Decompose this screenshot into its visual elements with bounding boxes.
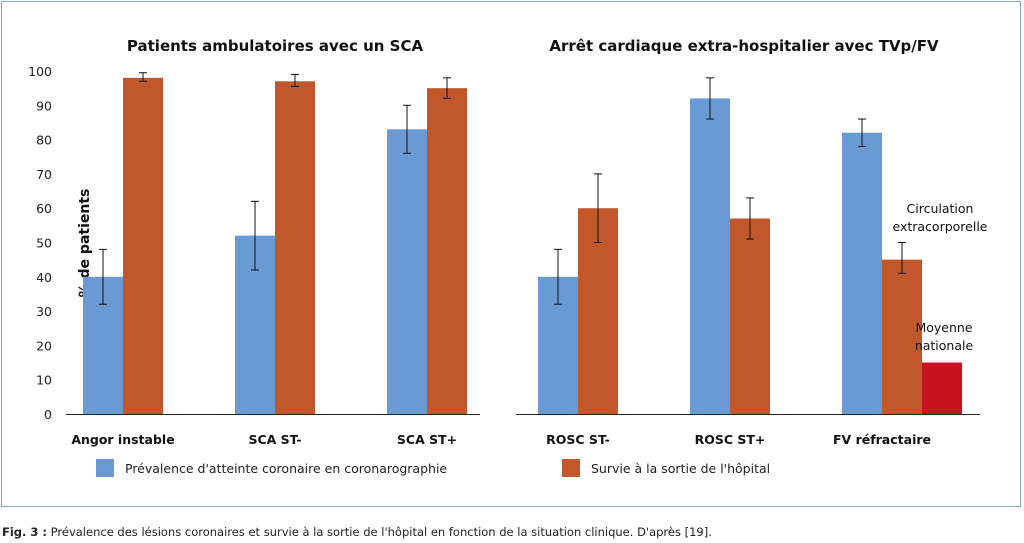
legend-swatch-0 (96, 459, 114, 477)
y-tick-label-6: 60 (36, 201, 52, 216)
annotation-label-1: extracorporelle (892, 219, 987, 234)
bar-chart: 0 10 20 30 40 50 60 70 80 90 100 % de patients Patie… (28, 37, 988, 477)
bar-0-1-1 (275, 81, 315, 414)
category-label-1-1: ROSC ST+ (695, 432, 766, 447)
y-tick-label-8: 80 (36, 133, 52, 148)
panel-title-0: Patients ambulatoires avec un SCA (127, 37, 424, 55)
national-average-label-0: Moyenne (915, 320, 972, 335)
y-tick-label-3: 30 (36, 304, 52, 319)
bar-1-2-1 (882, 259, 922, 414)
national-average-label-1: nationale (915, 338, 974, 353)
category-label-0-0: Angor instable (71, 432, 174, 447)
bar-0-2-1 (427, 88, 467, 415)
bar-0-2-0 (387, 129, 427, 414)
panel-title-1: Arrêt cardiaque extra-hospitalier avec T… (549, 37, 939, 55)
category-label-1-2: FV réfractaire (833, 432, 931, 447)
y-axis-label: % de patients (77, 189, 93, 298)
y-tick-label-5: 50 (36, 236, 52, 251)
category-label-0-1: SCA ST- (248, 432, 301, 447)
y-tick-label-2: 20 (36, 338, 52, 353)
y-tick-label-7: 70 (36, 167, 52, 182)
bar-1-1-0 (690, 98, 730, 414)
y-tick-label-4: 40 (36, 270, 52, 285)
y-tick-label-1: 10 (36, 373, 52, 388)
figure-frame (1, 1, 1021, 507)
figure-caption: Fig. 3 : Prévalence des lésions coronair… (2, 525, 712, 539)
bar-1-1-1 (730, 218, 770, 414)
bar-0-0-1 (123, 77, 163, 415)
bar-national-average (922, 362, 962, 414)
y-tick-label-9: 90 (36, 98, 52, 113)
category-label-0-2: SCA ST+ (397, 432, 457, 447)
legend-swatch-1 (562, 459, 580, 477)
caption-text: Prévalence des lésions coronaires et sur… (47, 525, 712, 539)
y-tick-label-0: 0 (44, 407, 52, 422)
legend-label-0: Prévalence d'atteinte coronaire en coron… (125, 461, 447, 476)
bar-1-2-0 (842, 132, 882, 415)
caption-label: Fig. 3 : (2, 525, 48, 539)
annotation-label-0: Circulation (907, 201, 974, 216)
legend-label-1: Survie à la sortie de l'hôpital (591, 461, 770, 476)
category-label-1-0: ROSC ST- (546, 432, 610, 447)
y-tick-label-10: 100 (28, 64, 52, 79)
